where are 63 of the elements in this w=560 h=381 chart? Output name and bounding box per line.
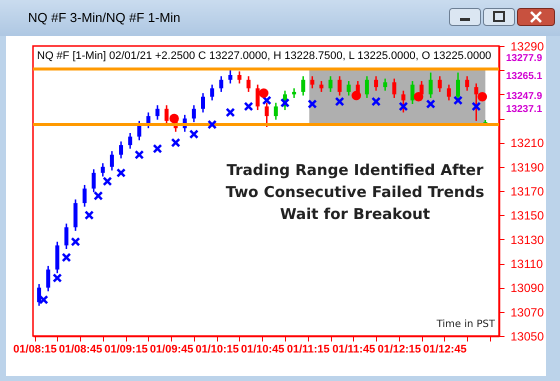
candlestick — [228, 68, 232, 84]
y-tick-label: 13070 — [510, 305, 544, 320]
candlestick — [292, 88, 296, 99]
x-tick-label: 01/10:45 — [240, 344, 284, 356]
x-tick-label: 01/08:15 — [13, 344, 57, 356]
y-tick-label: 13190 — [510, 160, 544, 174]
candlestick — [264, 102, 269, 128]
y-tick-label: 13050 — [510, 330, 544, 344]
candlestick — [192, 104, 196, 123]
candlestick — [383, 78, 388, 92]
candlestick — [128, 132, 132, 150]
text: 13265.1 — [506, 71, 543, 82]
text: 13277.9 — [506, 53, 543, 64]
x-tick-label: 01/10:15 — [195, 344, 239, 356]
candlestick — [310, 75, 314, 90]
candlestick — [319, 80, 324, 93]
candlestick — [64, 222, 68, 250]
candlestick — [346, 80, 351, 96]
candlestick — [328, 75, 333, 93]
text: 13247.9 — [506, 91, 543, 102]
y-tick-label: 13150 — [510, 208, 544, 223]
annotation: Time in PST — [436, 319, 496, 330]
annotation: Trading Range Identified After Two Consecutive Failed Trends Wait for Breakout — [226, 161, 484, 223]
candlestick — [465, 75, 470, 92]
candlestick — [237, 70, 242, 84]
candlestick — [219, 75, 224, 93]
chart-title: NQ #F 3-Min/NQ #F 1-Min — [28, 10, 180, 25]
x-tick-label: 01/11:45 — [332, 344, 376, 356]
candlestick — [438, 75, 442, 93]
candlestick — [401, 90, 406, 114]
candlestick — [210, 84, 214, 102]
candlestick — [374, 75, 378, 92]
y-tick-label: 13290 — [510, 40, 544, 54]
candlestick — [246, 75, 251, 93]
candlestick — [456, 72, 460, 102]
y-tick-label: 13130 — [510, 232, 544, 247]
candlestick — [338, 75, 342, 96]
candlestick — [446, 84, 451, 102]
y-tick-label: 13210 — [510, 136, 544, 150]
y-tick-label: 13090 — [510, 281, 544, 296]
x-tick-label: 01/09:45 — [150, 344, 194, 356]
candlestick — [392, 78, 396, 99]
candlestick — [428, 72, 433, 99]
y-tick-label: 13110 — [510, 257, 544, 271]
candlestick — [100, 162, 105, 178]
candlestick — [201, 92, 206, 114]
candlestick — [364, 75, 369, 99]
candlestick — [274, 102, 278, 120]
y-tick-label: 13170 — [510, 184, 544, 198]
text: 13237.1 — [506, 104, 543, 115]
candlestick — [82, 184, 87, 208]
candlestick — [110, 150, 114, 172]
chart-subtitle: NQ #F [1-Min] 02/01/21 +2.2500 C 13227.0000, H 13228.7500, L 13225.0000, O 13225.0000 — [37, 50, 492, 62]
x-tick-label: 01/12:45 — [423, 344, 467, 356]
x-tick-label: 01/12:15 — [378, 344, 422, 356]
x-tick-label: 01/11:15 — [286, 344, 330, 356]
candlestick — [301, 75, 306, 96]
candlestick — [46, 265, 50, 292]
x-tick-label: 01/08:45 — [58, 344, 102, 356]
candlestick — [155, 104, 160, 120]
candlestick — [410, 80, 414, 105]
x-tick-label: 01/09:15 — [104, 344, 148, 356]
candlestick — [119, 140, 124, 160]
